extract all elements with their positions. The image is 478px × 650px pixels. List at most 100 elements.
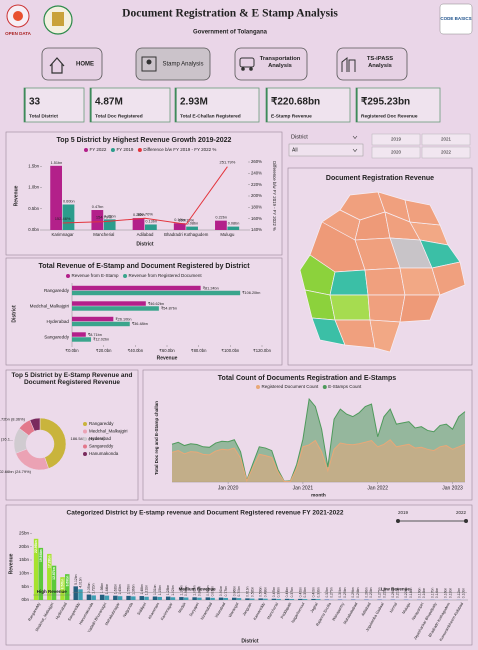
nav-label-box[interactable]: TS-iPASS Analysis (356, 54, 404, 76)
year-button[interactable] (421, 146, 471, 159)
legend-label: Rangareddy (89, 421, 114, 426)
legend-label: Revenue from E-Stamp (72, 273, 120, 278)
data-label: 0.19bn (417, 588, 421, 598)
data-label: 1.98bn (100, 583, 104, 593)
data-label: 1.02bn (193, 585, 197, 595)
nav-label[interactable]: Stamp Analysis (162, 62, 203, 68)
y2-tick-label: 260% (251, 159, 262, 164)
x-tick-label: Jan 2023 (442, 485, 463, 491)
y2-tick-label: 140% (251, 227, 262, 232)
legend-swatch (83, 437, 87, 441)
legend-swatch (123, 274, 128, 278)
data-label: 0.10bn (462, 588, 466, 598)
bar (91, 595, 96, 600)
group-label: Low Revenue (381, 587, 411, 592)
x-tick-label: Nirmal (389, 602, 398, 614)
legend-label: FY 2019 (116, 147, 133, 152)
nav-transport[interactable]: Transportation Analysis (234, 47, 308, 81)
data-label: 0.16bn (444, 588, 448, 598)
chart-title: Top 5 District by Highest Revenue Growth… (57, 137, 232, 144)
bar (271, 598, 277, 600)
bar (72, 290, 241, 296)
data-label: 19.54bn (39, 549, 43, 562)
bar (324, 599, 329, 600)
bar (368, 599, 374, 600)
district-filter[interactable]: District All (288, 134, 364, 157)
kpi-label: Total E-Challan Registered (180, 113, 241, 119)
legend-swatch (84, 148, 88, 152)
nav-stamp[interactable]: Stamp Analysis (135, 47, 211, 81)
y-tick-label: 0bn (21, 597, 29, 602)
data-label: 0.24bn (356, 587, 360, 597)
emblem (43, 5, 73, 35)
legend-swatch (83, 444, 87, 449)
x-axis-label: month (311, 492, 326, 498)
bar (91, 210, 104, 230)
data-label: 1.43bn (118, 584, 122, 594)
year-button[interactable] (421, 133, 471, 146)
donut-slice (29, 417, 41, 432)
nav-label[interactable]: Transportation Analysis (259, 56, 301, 69)
bar (197, 597, 202, 600)
year-label[interactable]: 2019 (391, 137, 402, 142)
data-label: 1.28bn (166, 585, 170, 595)
data-label: 0.94bn (184, 586, 188, 596)
data-label: ₹54.87bn (161, 307, 177, 311)
bar (284, 598, 290, 600)
data-label: 0.21bn (396, 587, 400, 597)
legend-label: Sangareddy (89, 444, 114, 449)
kpi-accent (175, 88, 177, 122)
data-label: 5.12bn (74, 574, 78, 584)
data-label: 1.62bn (113, 584, 117, 594)
bar (245, 598, 250, 600)
year-label[interactable]: 2022 (441, 150, 452, 155)
y-axis-label: Revenue (13, 185, 19, 206)
x-axis-label: Revenue (157, 355, 178, 361)
data-label: 1.51bn (51, 161, 63, 165)
data-label: 0.13bn (145, 219, 157, 223)
data-label: 1.31bn (153, 585, 157, 595)
data-label: 186.54bn (44.61%) (71, 436, 106, 441)
x-tick-label: Siddipet (137, 601, 148, 616)
bar (144, 596, 149, 600)
slider-label: 2022 (456, 510, 467, 515)
legend-swatch (322, 385, 327, 389)
nav-label[interactable]: HOME (76, 62, 94, 68)
x-tick-label: Vikarabad (214, 602, 226, 619)
logo-right-text: CODE BASICS (440, 16, 471, 21)
data-label: 0.61bn (246, 586, 250, 596)
x-tick-label: ₹40.0bn (128, 348, 144, 353)
year-label[interactable]: 2020 (391, 150, 402, 155)
x-tick-label: Mulugu (402, 602, 412, 615)
group-label: Medium Revenue (179, 587, 217, 592)
bar (86, 594, 92, 600)
nav-tsipass[interactable]: TS-iPASS Analysis (336, 47, 408, 81)
year-slicer[interactable] (371, 133, 471, 159)
slider-handle[interactable] (396, 519, 400, 523)
year-button[interactable] (371, 146, 421, 159)
panel (5, 257, 283, 366)
data-label: 67.60bn (16.1... (0, 437, 13, 442)
data-label: 0.14bn (435, 588, 439, 598)
bar (355, 599, 361, 600)
y2-tick-label: 240% (251, 170, 262, 175)
year-button[interactable] (371, 133, 421, 146)
bar (210, 597, 215, 600)
slider-handle[interactable] (464, 519, 468, 523)
kpi-accent (90, 88, 92, 122)
year-label[interactable]: 2021 (441, 137, 452, 142)
data-label: 152.46% (55, 216, 71, 221)
data-label: 34.72bn (8.36%) (0, 417, 26, 422)
y-tick-label: 15bn (19, 557, 30, 562)
nav-home[interactable]: HOME (41, 47, 103, 81)
bar (395, 599, 400, 600)
y-tick-label: 5bn (21, 584, 29, 589)
bar (165, 596, 171, 600)
bar (51, 565, 57, 600)
filter-value[interactable]: All (292, 147, 298, 153)
nav-label-box[interactable]: Transportation Analysis (255, 54, 305, 76)
data-label: ₹36.48bn (132, 322, 148, 326)
filter-label: District (291, 134, 308, 140)
bar (72, 301, 146, 306)
nav-label[interactable]: TS-iPASS Analysis (366, 56, 394, 69)
